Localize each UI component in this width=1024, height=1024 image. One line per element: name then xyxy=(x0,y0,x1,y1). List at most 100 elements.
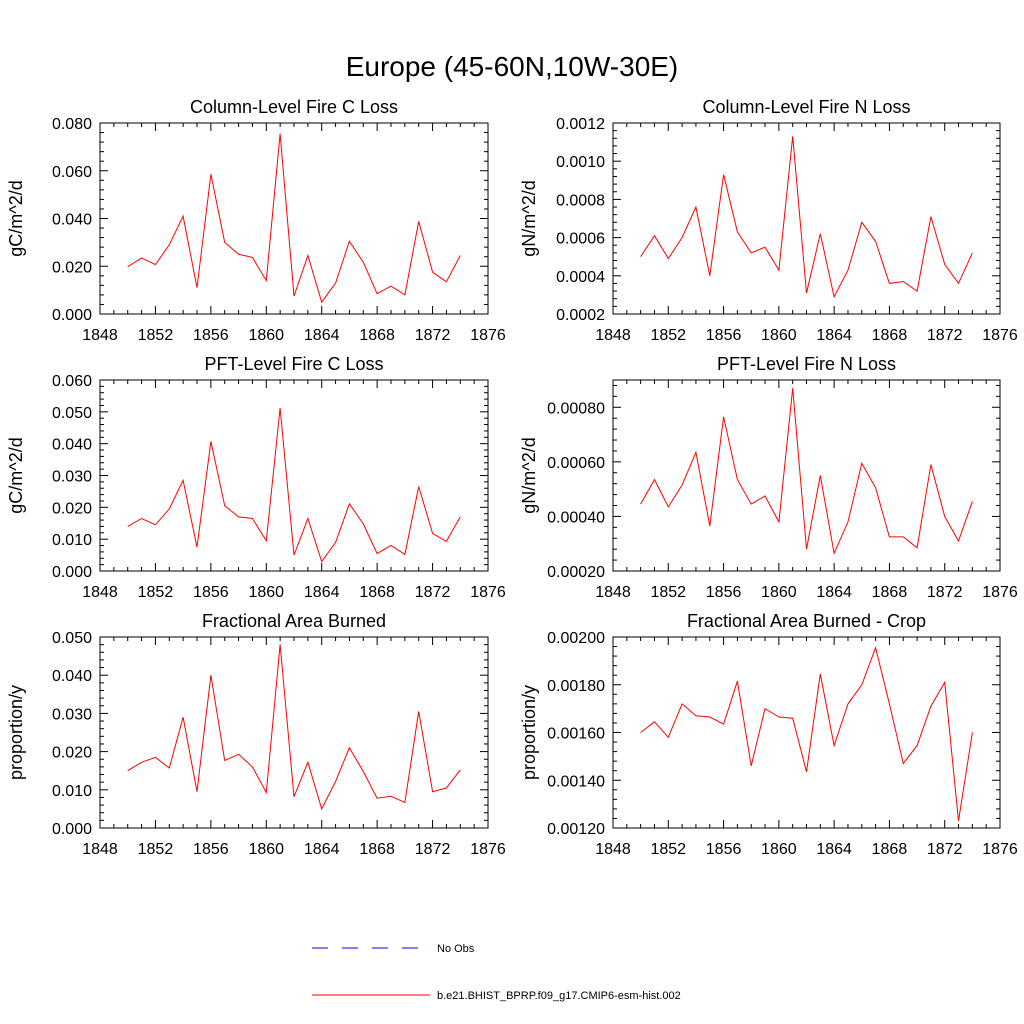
x-tick-label: 1872 xyxy=(415,327,451,344)
y-tick-label: 0.030 xyxy=(52,469,92,486)
chart-panel: 1848 1852 1856 1860 1864 1868 1872 1876 0.000 0.0… xyxy=(6,97,506,344)
x-tick-label: 1872 xyxy=(415,841,451,858)
x-tick-label: 1856 xyxy=(706,584,742,601)
series-line xyxy=(127,407,461,563)
y-tick-label: 0.0002 xyxy=(556,307,605,324)
y-tick-label: 0.040 xyxy=(52,437,92,454)
x-tick-label: 1864 xyxy=(816,327,852,344)
y-tick-label: 0.020 xyxy=(52,500,92,517)
x-tick-label: 1860 xyxy=(761,584,797,601)
series-line xyxy=(640,646,973,821)
x-tick-label: 1864 xyxy=(816,584,852,601)
plot-frame xyxy=(612,122,1001,315)
figure-title: Europe (45-60N,10W-30E) xyxy=(346,51,679,82)
y-tick-label: 0.020 xyxy=(52,259,92,276)
panel-title: Column-Level Fire N Loss xyxy=(702,97,910,117)
x-tick-label: 1860 xyxy=(248,584,284,601)
plot-frame xyxy=(99,636,489,829)
x-tick-label: 1852 xyxy=(650,841,686,858)
chart-panel: 1848 1852 1856 1860 1864 1868 1872 1876 0.000 0.0… xyxy=(6,354,506,601)
series-line xyxy=(640,136,973,299)
x-tick-label: 1848 xyxy=(82,584,118,601)
y-tick-label: 0.010 xyxy=(52,532,92,549)
series-line xyxy=(640,388,973,556)
y-tick-label: 0.050 xyxy=(52,630,92,647)
x-tick-label: 1872 xyxy=(927,584,963,601)
x-tick-label: 1848 xyxy=(82,327,118,344)
x-tick-label: 1868 xyxy=(359,841,395,858)
x-tick-label: 1856 xyxy=(706,327,742,344)
y-tick-label: 0.000 xyxy=(52,564,92,581)
y-tick-label: 0.030 xyxy=(52,706,92,723)
x-tick-label: 1860 xyxy=(248,327,284,344)
x-tick-label: 1868 xyxy=(872,327,908,344)
x-tick-label: 1856 xyxy=(193,584,229,601)
panel-title: Fractional Area Burned - Crop xyxy=(687,611,926,631)
y-tick-label: 0.00140 xyxy=(547,773,605,790)
y-tick-label: 0.00160 xyxy=(547,726,605,743)
y-tick-label: 0.040 xyxy=(52,668,92,685)
x-tick-label: 1868 xyxy=(872,584,908,601)
y-tick-label: 0.000 xyxy=(52,821,92,838)
x-tick-label: 1856 xyxy=(706,841,742,858)
y-tick-label: 0.020 xyxy=(52,745,92,762)
y-tick-label: 0.00120 xyxy=(547,821,605,838)
y-tick-label: 0.00200 xyxy=(547,630,605,647)
x-tick-label: 1876 xyxy=(982,841,1018,858)
y-tick-label: 0.060 xyxy=(52,164,92,181)
x-tick-label: 1848 xyxy=(595,327,631,344)
x-tick-label: 1852 xyxy=(650,584,686,601)
y-axis-label: gC/m^2/d xyxy=(6,180,26,256)
y-tick-label: 0.0012 xyxy=(556,116,605,133)
x-tick-label: 1868 xyxy=(872,841,908,858)
y-tick-label: 0.080 xyxy=(52,116,92,133)
plot-frame xyxy=(612,379,1001,572)
x-tick-label: 1848 xyxy=(595,841,631,858)
y-tick-label: 0.00040 xyxy=(547,509,605,526)
x-tick-label: 1872 xyxy=(415,584,451,601)
y-tick-label: 0.0004 xyxy=(556,269,605,286)
x-tick-label: 1860 xyxy=(761,327,797,344)
x-tick-label: 1864 xyxy=(304,841,340,858)
series-line xyxy=(127,133,461,304)
y-tick-label: 0.000 xyxy=(52,307,92,324)
y-tick-label: 0.00180 xyxy=(547,678,605,695)
x-tick-label: 1848 xyxy=(595,584,631,601)
y-tick-label: 0.00060 xyxy=(547,455,605,472)
x-tick-label: 1876 xyxy=(470,327,506,344)
x-tick-label: 1856 xyxy=(193,841,229,858)
chart-panel: 1848 1852 1856 1860 1864 1868 1872 1876 0.000 0.0… xyxy=(6,611,506,858)
x-tick-label: 1852 xyxy=(138,584,174,601)
plot-frame xyxy=(99,379,489,572)
x-tick-label: 1864 xyxy=(304,584,340,601)
y-tick-label: 0.050 xyxy=(52,405,92,422)
chart-panel: 1848 1852 1856 1860 1864 1868 1872 1876 0.00020 0… xyxy=(519,354,1018,601)
chart-panel: 1848 1852 1856 1860 1864 1868 1872 1876 0.0002 0.… xyxy=(519,97,1018,344)
legend-model-label: b.e21.BHIST_BPRP.f09_g17.CMIP6-esm-hist.… xyxy=(437,990,681,1002)
x-tick-label: 1876 xyxy=(470,841,506,858)
y-tick-label: 0.00080 xyxy=(547,400,605,417)
y-axis-label: gC/m^2/d xyxy=(6,437,26,513)
x-tick-label: 1856 xyxy=(193,327,229,344)
y-axis-label: gN/m^2/d xyxy=(519,180,539,256)
x-tick-label: 1852 xyxy=(650,327,686,344)
panels: 1848 1852 1856 1860 1864 1868 1872 1876 0.000 0.0… xyxy=(6,97,1018,858)
x-tick-label: 1852 xyxy=(138,327,174,344)
y-tick-label: 0.040 xyxy=(52,212,92,229)
y-tick-label: 0.0008 xyxy=(556,192,605,209)
panel-title: Fractional Area Burned xyxy=(202,611,386,631)
x-tick-label: 1868 xyxy=(359,584,395,601)
y-tick-label: 0.060 xyxy=(52,373,92,390)
x-tick-label: 1876 xyxy=(470,584,506,601)
x-tick-label: 1876 xyxy=(982,584,1018,601)
x-tick-label: 1864 xyxy=(816,841,852,858)
legend-obs-label: No Obs xyxy=(437,943,475,955)
x-tick-label: 1872 xyxy=(927,841,963,858)
y-tick-label: 0.010 xyxy=(52,783,92,800)
panel-title: Column-Level Fire C Loss xyxy=(190,97,398,117)
chart-panel: 1848 1852 1856 1860 1864 1868 1872 1876 0.00120 0… xyxy=(519,611,1018,858)
x-tick-label: 1860 xyxy=(761,841,797,858)
y-axis-label: gN/m^2/d xyxy=(519,437,539,513)
plot-frame xyxy=(612,636,1001,829)
y-axis-label: proportion/y xyxy=(519,685,539,780)
